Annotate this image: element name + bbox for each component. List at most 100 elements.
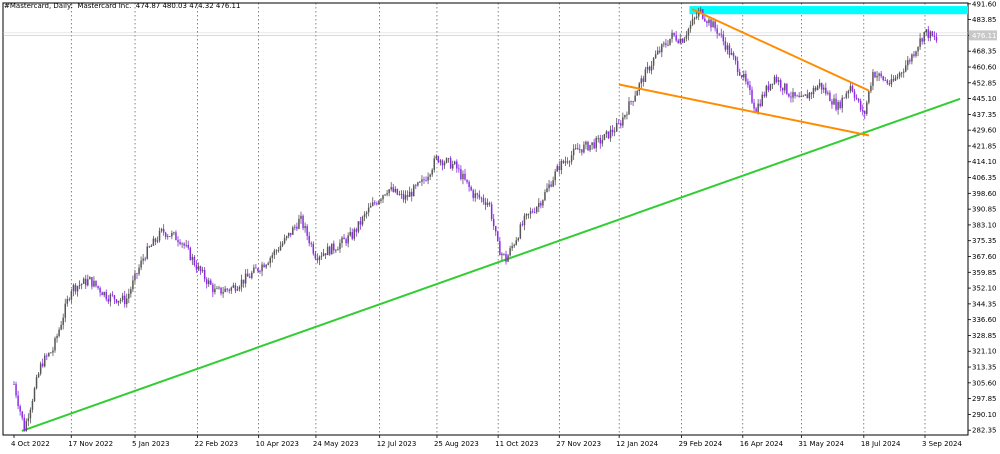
bear-candle-body bbox=[839, 102, 841, 108]
bear-candle-body bbox=[714, 21, 716, 29]
bear-candle-body bbox=[144, 258, 146, 260]
bear-candle-body bbox=[736, 60, 739, 72]
bull-candle-body bbox=[433, 158, 435, 170]
bull-candle-body bbox=[454, 161, 456, 165]
bear-candle-body bbox=[255, 267, 257, 269]
bull-candle-body bbox=[837, 102, 839, 110]
y-tick-label: 313.35 bbox=[972, 364, 997, 372]
bull-candle-body bbox=[609, 129, 612, 139]
bear-candle-body bbox=[458, 168, 460, 170]
bull-candle-body bbox=[273, 250, 276, 256]
bear-candle-body bbox=[212, 284, 214, 293]
bull-candle-body bbox=[132, 280, 134, 290]
bull-candle-body bbox=[894, 77, 897, 81]
bull-candle-body bbox=[369, 205, 372, 208]
bear-candle-body bbox=[931, 31, 934, 36]
bull-candle-body bbox=[583, 144, 585, 153]
x-tick-label: 12 Jul 2023 bbox=[377, 440, 417, 448]
bull-candle-body bbox=[236, 289, 239, 291]
bull-candle-body bbox=[216, 288, 218, 290]
bear-candle-body bbox=[95, 280, 97, 287]
bear-candle-body bbox=[105, 292, 107, 300]
bull-candle-body bbox=[902, 71, 905, 73]
bull-candle-body bbox=[841, 97, 843, 108]
bull-candle-body bbox=[896, 76, 899, 78]
annotation-back-layer bbox=[21, 6, 968, 432]
bull-candle-body bbox=[507, 255, 509, 262]
bull-candle-body bbox=[585, 141, 587, 145]
bear-candle-body bbox=[312, 243, 315, 254]
bear-candle-body bbox=[246, 273, 249, 277]
bull-candle-body bbox=[240, 279, 243, 287]
y-tick-label: 429.60 bbox=[972, 127, 997, 135]
bear-candle-body bbox=[851, 86, 854, 92]
bull-candle-body bbox=[349, 231, 351, 236]
bull-candle-body bbox=[878, 73, 880, 76]
bull-candle-body bbox=[907, 60, 909, 66]
bull-candle-body bbox=[417, 182, 419, 186]
bull-candle-body bbox=[833, 98, 835, 105]
bear-candle-body bbox=[675, 35, 677, 41]
bull-candle-body bbox=[613, 131, 616, 133]
bull-candle-body bbox=[87, 279, 89, 286]
bull-candle-body bbox=[398, 194, 401, 196]
bull-candle-body bbox=[808, 92, 811, 99]
bull-candle-body bbox=[232, 285, 235, 288]
bull-candle-body bbox=[818, 82, 821, 87]
bear-candle-body bbox=[351, 231, 353, 239]
bear-candle-body bbox=[786, 83, 788, 94]
bull-candle-body bbox=[103, 292, 105, 296]
bear-candle-body bbox=[642, 78, 645, 82]
bear-candle-body bbox=[68, 299, 71, 300]
bear-candle-body bbox=[788, 93, 790, 97]
y-tick-label: 421.85 bbox=[972, 142, 997, 150]
bear-candle-body bbox=[328, 246, 331, 255]
bear-candle-body bbox=[480, 197, 483, 199]
bear-candle-body bbox=[324, 253, 327, 256]
bull-candle-body bbox=[929, 31, 932, 39]
bear-candle-body bbox=[376, 203, 378, 205]
bear-candle-body bbox=[488, 202, 491, 205]
x-tick-label: 16 Apr 2024 bbox=[740, 440, 784, 448]
bull-candle-body bbox=[501, 253, 503, 256]
bear-candle-body bbox=[892, 79, 895, 81]
bear-candle-body bbox=[831, 101, 833, 105]
bear-candle-body bbox=[290, 232, 292, 235]
bull-candle-body bbox=[60, 324, 62, 330]
bear-candle-body bbox=[540, 202, 542, 206]
bull-candle-body bbox=[517, 238, 520, 241]
bull-candle-body bbox=[142, 258, 144, 261]
bull-candle-body bbox=[691, 19, 694, 25]
bull-candle-body bbox=[72, 284, 75, 292]
wedge-upper-trendline bbox=[691, 8, 870, 92]
bear-candle-body bbox=[497, 231, 499, 242]
bear-candle-body bbox=[490, 204, 493, 220]
bear-candle-body bbox=[148, 246, 151, 248]
bull-candle-body bbox=[624, 115, 626, 118]
bear-candle-body bbox=[495, 226, 497, 232]
y-tick-label: 445.10 bbox=[972, 95, 997, 103]
bear-candle-body bbox=[741, 75, 743, 78]
bull-candle-body bbox=[451, 164, 454, 169]
bull-candle-body bbox=[244, 273, 247, 284]
bull-candle-body bbox=[251, 272, 253, 278]
bear-candle-body bbox=[888, 83, 891, 85]
support-trendline bbox=[21, 97, 961, 432]
bull-candle-body bbox=[39, 363, 42, 374]
bear-candle-body bbox=[15, 384, 17, 396]
bear-candle-body bbox=[203, 270, 206, 280]
bull-candle-body bbox=[128, 293, 130, 299]
bull-candle-body bbox=[331, 243, 333, 255]
bull-candle-body bbox=[357, 221, 360, 232]
bear-candle-body bbox=[154, 238, 157, 242]
current-price-label: 476.11 bbox=[972, 32, 997, 40]
bull-candle-body bbox=[404, 195, 407, 200]
bear-candle-body bbox=[484, 201, 487, 205]
bear-candle-body bbox=[720, 33, 722, 35]
y-tick-label: 336.60 bbox=[972, 316, 997, 324]
bull-candle-body bbox=[525, 213, 528, 216]
bear-candle-body bbox=[503, 253, 505, 255]
bull-candle-body bbox=[384, 194, 386, 196]
